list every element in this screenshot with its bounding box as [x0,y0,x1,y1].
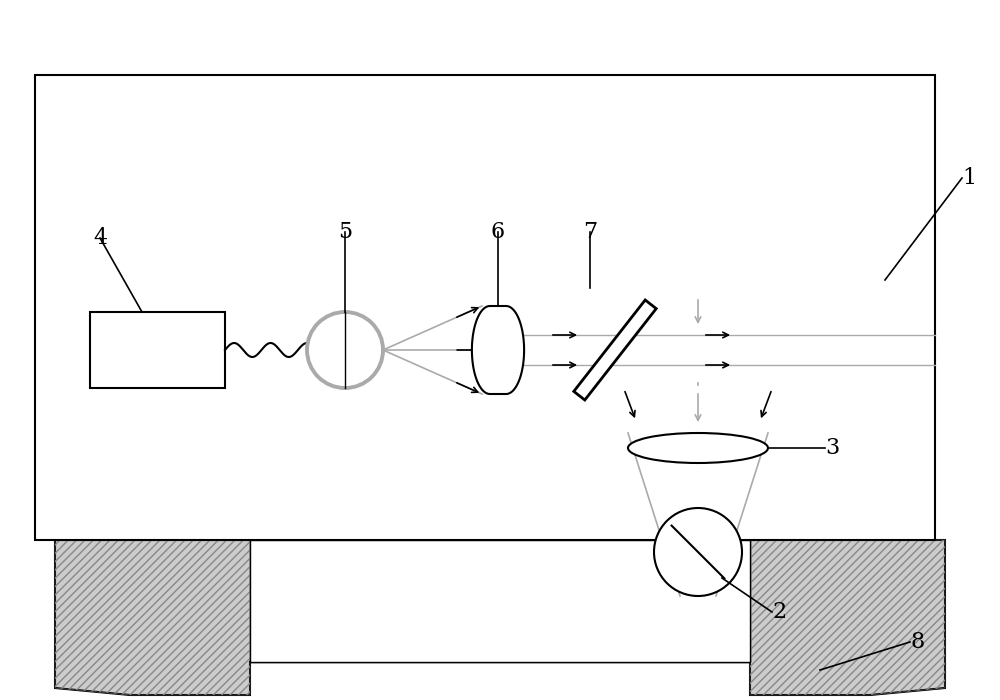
Circle shape [654,508,742,596]
Polygon shape [250,540,750,662]
Polygon shape [250,540,750,662]
Polygon shape [55,540,945,695]
Text: 2: 2 [772,601,786,623]
Circle shape [307,312,383,388]
Text: 3: 3 [825,437,839,459]
Text: 7: 7 [583,221,597,243]
Text: 6: 6 [491,221,505,243]
Text: 1: 1 [962,167,976,189]
Text: 8: 8 [910,631,924,653]
Polygon shape [472,306,524,394]
Text: 4: 4 [93,227,107,249]
Bar [35,75,935,540]
Bar [90,312,225,388]
Ellipse shape [628,433,768,463]
Text: 5: 5 [338,221,352,243]
Polygon shape [574,300,656,400]
